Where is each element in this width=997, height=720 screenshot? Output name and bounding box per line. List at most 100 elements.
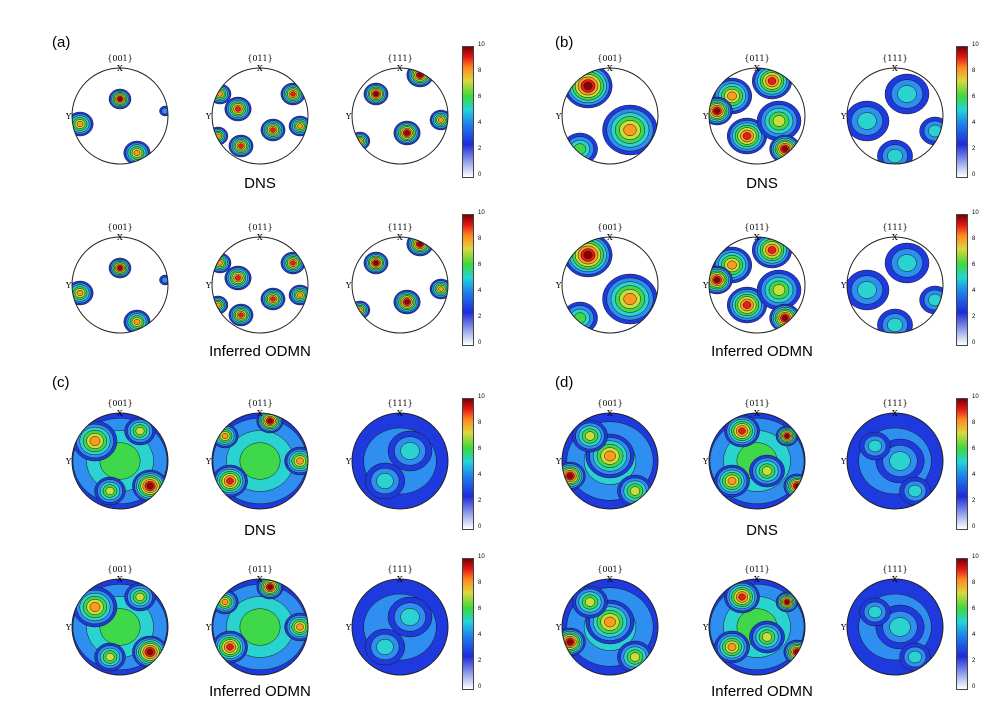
colorbar-tick-label: 10 xyxy=(478,42,485,48)
contour-level xyxy=(117,265,123,271)
contour-level xyxy=(887,317,903,333)
axis-x-label: X xyxy=(117,64,123,73)
pole-figure-c-inferred-0 xyxy=(71,578,169,676)
axis-x-label: X xyxy=(397,409,403,418)
pole-title: {011} xyxy=(247,565,273,574)
contour-level xyxy=(133,318,141,326)
colorbar-tick-label: 10 xyxy=(972,42,979,48)
contour-level xyxy=(567,473,573,479)
contour-level xyxy=(738,593,746,601)
contour-level xyxy=(105,652,115,662)
axis-x-label: X xyxy=(397,575,403,584)
pole-title: {001} xyxy=(597,399,623,408)
colorbar-tick-label: 10 xyxy=(478,210,485,216)
contour-level xyxy=(290,91,296,97)
pole-title: {001} xyxy=(597,223,623,232)
pole-outline xyxy=(211,67,309,165)
colorbar-tick-label: 2 xyxy=(478,658,482,664)
pole-outline xyxy=(211,412,309,510)
contour-level xyxy=(742,132,752,140)
pole-title: {011} xyxy=(247,223,273,232)
pole-title: {011} xyxy=(744,565,770,574)
contour-level xyxy=(221,598,229,606)
contour-level xyxy=(629,652,641,662)
contour-level xyxy=(267,418,273,424)
contour-level xyxy=(604,616,616,628)
colorbar-tick-label: 6 xyxy=(972,606,976,612)
colorbar-tick-label: 0 xyxy=(972,524,976,530)
pole-title: {001} xyxy=(107,565,133,574)
pole-figure-d-inferred-0 xyxy=(561,578,659,676)
contour-level xyxy=(928,124,942,138)
pole-figure-a-inferred-0 xyxy=(71,236,169,334)
pole-outline xyxy=(211,236,309,334)
contour-level xyxy=(80,68,90,75)
colorbar xyxy=(956,398,968,530)
row-label-inferred: Inferred ODMN xyxy=(209,343,311,360)
contour-level xyxy=(146,482,154,490)
contour-level xyxy=(584,431,596,441)
pole-figure-d-dns-0 xyxy=(561,412,659,510)
axis-y-label: Y xyxy=(703,623,709,632)
contour-level xyxy=(767,246,777,254)
contour-level xyxy=(438,286,444,292)
colorbar-tick-label: 2 xyxy=(972,314,976,320)
pole-figure-a-inferred-2 xyxy=(351,236,449,334)
contour-level xyxy=(404,299,410,305)
colorbar-tick-label: 6 xyxy=(972,446,976,452)
contour-level xyxy=(400,608,420,626)
colorbar-tick-label: 4 xyxy=(972,472,976,478)
pole-figure-c-dns-2 xyxy=(351,412,449,510)
axis-x-label: X xyxy=(257,409,263,418)
axis-x-label: X xyxy=(892,409,898,418)
colorbar-tick-label: 10 xyxy=(972,554,979,560)
colorbar-tick-label: 0 xyxy=(972,340,976,346)
colorbar-tick-label: 8 xyxy=(972,68,976,74)
pole-outline xyxy=(846,412,944,510)
colorbar-tick-label: 2 xyxy=(972,498,976,504)
contour-level xyxy=(76,289,84,297)
pole-figure-b-inferred-2 xyxy=(846,236,944,334)
contour-level xyxy=(290,260,296,266)
axis-y-label: Y xyxy=(206,112,212,121)
colorbar-tick-label: 4 xyxy=(478,288,482,294)
colorbar-tick-label: 6 xyxy=(478,446,482,452)
contour-level xyxy=(235,106,241,112)
contour-level xyxy=(897,254,917,272)
contour-level xyxy=(784,599,790,605)
pole-outline xyxy=(71,236,169,334)
pole-figure-d-dns-1 xyxy=(708,412,806,510)
pole-title: {001} xyxy=(597,565,623,574)
contour-level xyxy=(727,260,737,270)
contour-level xyxy=(235,275,241,281)
contour-level xyxy=(117,96,123,102)
axis-y-label: Y xyxy=(841,623,847,632)
contour-level xyxy=(296,457,304,465)
row-label-dns: DNS xyxy=(746,522,778,539)
pole-outline xyxy=(708,67,806,165)
axis-y-label: Y xyxy=(66,281,72,290)
pole-title: {111} xyxy=(387,223,413,232)
contour-level xyxy=(417,72,423,78)
axis-y-label: Y xyxy=(346,457,352,466)
contour-level xyxy=(727,643,737,651)
contour-level xyxy=(868,605,882,619)
contour-level xyxy=(761,466,773,476)
pole-outline xyxy=(846,236,944,334)
axis-x-label: X xyxy=(117,575,123,584)
colorbar-tick-label: 10 xyxy=(972,394,979,400)
colorbar-tick-label: 10 xyxy=(478,554,485,560)
contour-level xyxy=(161,107,168,115)
contour-level xyxy=(573,312,587,324)
colorbar xyxy=(462,214,474,346)
axis-y-label: Y xyxy=(346,623,352,632)
colorbar-tick-label: 4 xyxy=(478,472,482,478)
contour-level xyxy=(767,77,777,85)
colorbar-tick-label: 4 xyxy=(972,120,976,126)
pole-figure-d-inferred-1 xyxy=(708,578,806,676)
pole-outline xyxy=(351,412,449,510)
pole-outline xyxy=(211,578,309,676)
axis-x-label: X xyxy=(892,64,898,73)
contour-level xyxy=(889,617,911,637)
contour-level xyxy=(105,486,115,496)
